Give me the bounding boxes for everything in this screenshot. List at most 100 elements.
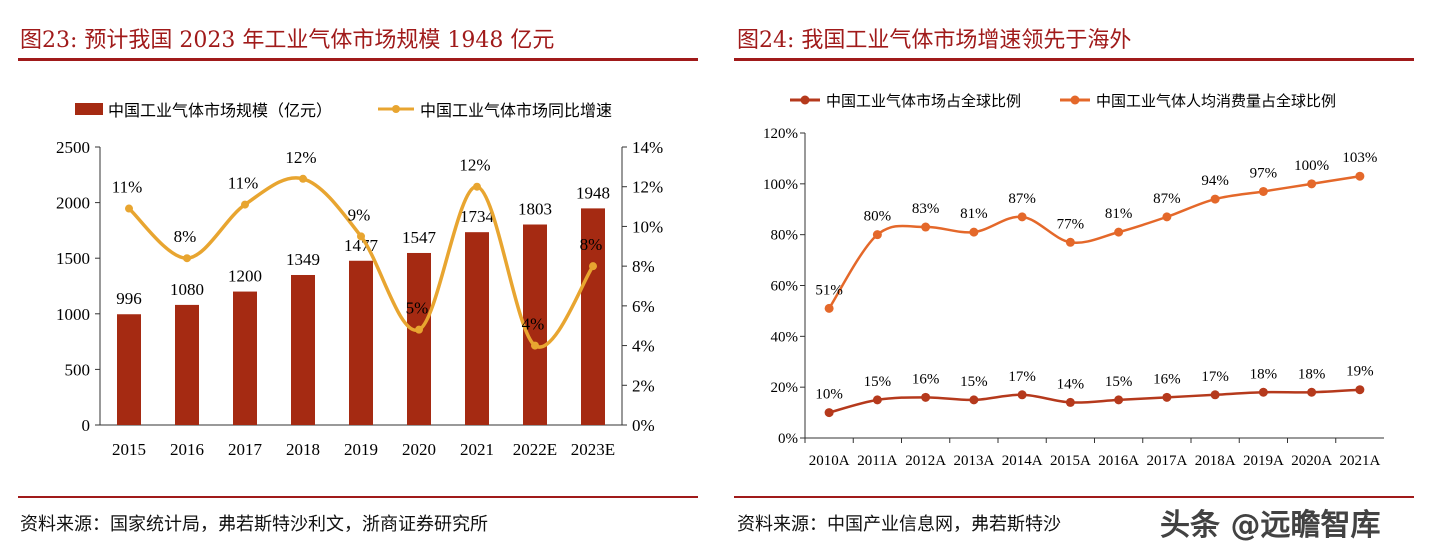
series-label: 81% (1105, 206, 1133, 222)
bar (117, 314, 141, 425)
series-label: 80% (864, 209, 892, 225)
legend-line-label: 中国工业气体市场同比增速 (420, 102, 612, 120)
series-point (872, 230, 882, 240)
legend-label: 中国工业气体人均消费量占全球比例 (1096, 92, 1336, 110)
bar-label: 1547 (402, 228, 437, 247)
x-tick-label: 2018A (1195, 453, 1236, 469)
series-label: 10% (815, 387, 843, 403)
x-tick-label: 2020 (402, 440, 436, 459)
growth-point (183, 254, 191, 263)
x-tick-label: 2021A (1339, 453, 1380, 469)
bar-label: 1200 (228, 267, 262, 286)
bar (407, 252, 431, 425)
series-label: 17% (1008, 369, 1036, 385)
series-point (1162, 392, 1172, 402)
growth-label: 8% (580, 235, 603, 254)
bar-label: 1080 (170, 280, 204, 299)
series-point (969, 395, 979, 405)
growth-label: 12% (459, 156, 490, 175)
series-point (1210, 194, 1220, 204)
series-line (828, 388, 1360, 414)
x-tick-label: 2020A (1291, 453, 1332, 469)
legend-marker (1070, 95, 1080, 105)
series-point (824, 408, 834, 418)
series-label: 18% (1298, 366, 1326, 382)
series-point (1017, 212, 1027, 222)
growth-point (531, 341, 539, 350)
y2-tick-label: 4% (632, 337, 655, 356)
series-label: 19% (1346, 364, 1374, 380)
growth-point (299, 174, 307, 183)
right-chart-title: 图24: 我国工业气体市场增速领先于海外 (737, 28, 1132, 53)
series-point (1355, 171, 1365, 181)
x-tick-label: 2015 (112, 440, 146, 459)
series-point (1355, 385, 1365, 395)
y2-tick-label: 6% (632, 297, 655, 316)
series-label: 15% (864, 374, 892, 390)
y-tick-label: 1500 (56, 249, 90, 268)
series-label: 16% (1153, 371, 1181, 387)
x-tick-label: 2014A (1002, 453, 1043, 469)
series-point (1258, 186, 1268, 196)
series-label: 51% (815, 282, 843, 298)
series-point (824, 303, 834, 313)
bar (581, 208, 605, 425)
series-point (1307, 179, 1317, 189)
legend-marker (800, 95, 810, 105)
growth-label: 11% (228, 174, 259, 193)
series-point (1114, 227, 1124, 237)
x-tick-label: 2023E (571, 440, 615, 459)
x-tick-label: 2019A (1243, 453, 1284, 469)
series-label: 15% (960, 374, 988, 390)
series-point (1017, 390, 1027, 400)
series-label: 14% (1057, 376, 1085, 392)
series-label: 83% (912, 201, 940, 217)
growth-label: 9% (348, 205, 371, 224)
bar-label: 1948 (576, 183, 610, 202)
series-point (1065, 237, 1075, 247)
series-label: 77% (1057, 216, 1085, 232)
x-tick-label: 2013A (953, 453, 994, 469)
series-label: 18% (1250, 366, 1278, 382)
series-point (921, 222, 931, 232)
right-source: 资料来源：中国产业信息网，弗若斯特沙 (737, 514, 1061, 535)
x-tick-label: 2021 (460, 440, 494, 459)
series-label: 87% (1008, 191, 1036, 207)
watermark: 头条 @远瞻智库 (1160, 508, 1381, 543)
x-tick-label: 2018 (286, 440, 320, 459)
bar (175, 304, 199, 425)
growth-label: 11% (112, 178, 143, 197)
bar (233, 291, 257, 425)
bar-label: 996 (116, 289, 142, 308)
bar (291, 274, 315, 425)
bar-label: 1734 (460, 207, 495, 226)
right-title-rule (734, 58, 1414, 61)
bar (465, 232, 489, 425)
bar (349, 260, 373, 425)
growth-line (127, 176, 595, 349)
left-title-rule (18, 58, 698, 61)
bar (523, 224, 547, 425)
growth-point (125, 204, 133, 213)
x-tick-label: 2017 (228, 440, 263, 459)
series-line (828, 174, 1361, 310)
series-point (1162, 212, 1172, 222)
growth-point (473, 182, 481, 191)
growth-point (241, 200, 249, 209)
series-label: 81% (960, 206, 988, 222)
growth-label: 5% (406, 299, 429, 318)
y-tick-label: 2500 (56, 138, 90, 157)
series-point (1065, 397, 1075, 407)
y-tick-label: 20% (771, 380, 799, 396)
bar-label: 1349 (286, 250, 320, 269)
legend-bar-label: 中国工业气体市场规模（亿元） (108, 102, 332, 120)
y2-tick-label: 0% (632, 416, 655, 435)
y2-tick-label: 8% (632, 257, 655, 276)
left-source: 资料来源：国家统计局，弗若斯特沙利文，浙商证券研究所 (20, 514, 488, 535)
y-tick-label: 100% (763, 177, 798, 193)
series-point (921, 392, 931, 402)
series-label: 15% (1105, 374, 1133, 390)
series-point (872, 395, 882, 405)
x-tick-label: 2010A (809, 453, 850, 469)
y-tick-label: 60% (771, 279, 799, 295)
